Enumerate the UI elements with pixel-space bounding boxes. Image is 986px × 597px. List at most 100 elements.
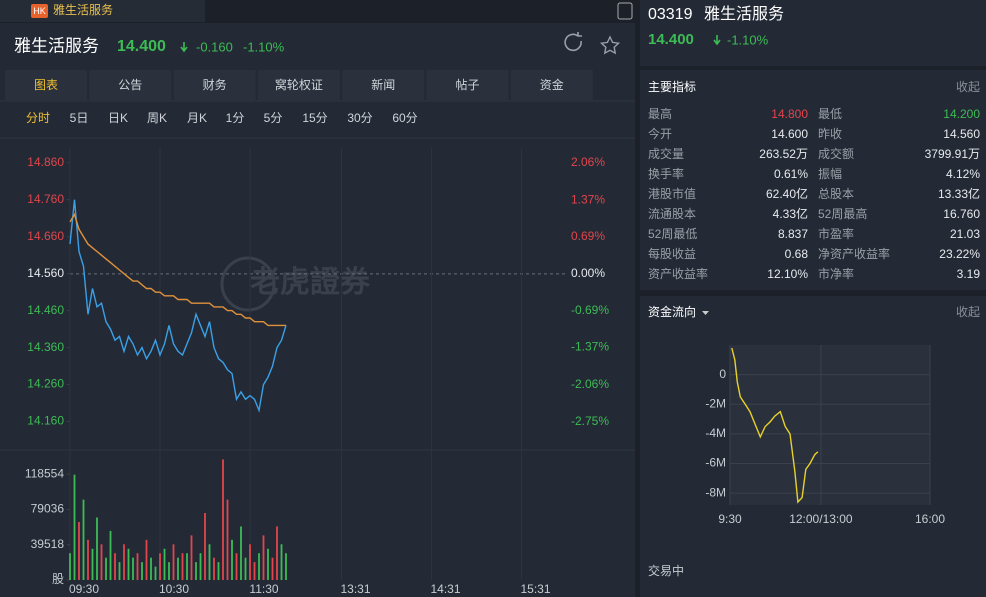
volume-bar xyxy=(109,530,112,580)
stat-value: 0.68 xyxy=(785,247,809,261)
stat-value: 62.40亿 xyxy=(766,186,808,201)
volume-bar xyxy=(91,548,94,580)
refresh-icon[interactable] xyxy=(564,32,582,52)
volume-bar xyxy=(285,553,287,580)
tab[interactable] xyxy=(342,70,425,100)
stat-label: 今开 xyxy=(648,126,672,141)
panel-toggle[interactable] xyxy=(617,2,633,20)
volume-bar xyxy=(199,553,202,580)
tab[interactable] xyxy=(173,70,256,100)
period[interactable]: 30分 xyxy=(347,111,372,125)
stat-value: 16.760 xyxy=(943,207,980,221)
y2-tick-label: -1.37% xyxy=(571,340,609,354)
volume-bar xyxy=(276,526,278,580)
volume-bar xyxy=(258,553,260,580)
volume-bar xyxy=(132,557,134,580)
flow-plot xyxy=(730,345,930,505)
stat-label: 52周最高 xyxy=(818,206,867,221)
y-tick-label: -2M xyxy=(705,396,726,410)
x-tick-label: 9:30 xyxy=(718,512,742,526)
y-tick-label: -8M xyxy=(705,485,726,499)
status: 交易中 xyxy=(648,563,684,578)
y-tick-label: 14.560 xyxy=(27,266,64,280)
y-tick-label: 14.660 xyxy=(27,229,64,243)
tab-label[interactable]: 窝轮权证 xyxy=(275,77,323,92)
stat-value: 12.10% xyxy=(767,267,808,281)
tab-label[interactable]: 新闻 xyxy=(371,77,395,92)
star-icon[interactable] xyxy=(599,35,621,55)
tab-label[interactable]: 财务 xyxy=(203,77,227,92)
volume-bar xyxy=(235,553,238,580)
x-tick-label: 11:30 xyxy=(249,582,278,596)
tab-label[interactable]: 资金 xyxy=(540,77,564,92)
volume-bar xyxy=(105,557,107,580)
stat-value: 14.560 xyxy=(943,127,980,141)
volume-bar xyxy=(82,499,85,580)
tab[interactable] xyxy=(426,70,509,100)
side-change-pct: -1.10% xyxy=(727,32,769,47)
stat-label: 流通股本 xyxy=(648,207,696,221)
period[interactable]: 5分 xyxy=(264,111,283,125)
volume-bar xyxy=(280,544,283,580)
stat-label: 市盈率 xyxy=(818,226,854,241)
stat-value: 263.52万 xyxy=(759,147,808,161)
change: -0.160 xyxy=(196,39,233,54)
volume-bar xyxy=(78,521,80,580)
volume-bar xyxy=(213,557,215,580)
y-tick-label: 14.860 xyxy=(27,155,64,169)
tab-strip[interactable] xyxy=(0,0,205,22)
tab-label[interactable]: 公告 xyxy=(118,78,142,92)
down-arrow xyxy=(713,35,721,46)
volume-bar xyxy=(262,535,265,580)
tab-title: 雅生活服务 xyxy=(53,2,113,17)
collapse-button[interactable]: 收起 xyxy=(956,80,980,94)
period[interactable]: 分时 xyxy=(26,111,50,125)
left-panel xyxy=(0,23,635,597)
tab-label[interactable]: 图表 xyxy=(34,78,58,92)
badge-text: HK xyxy=(33,6,46,16)
dropdown-icon[interactable] xyxy=(702,311,709,315)
tab[interactable] xyxy=(257,70,340,100)
tab[interactable] xyxy=(5,70,87,100)
section-title[interactable]: 资金流向 xyxy=(648,304,696,319)
hk-badge xyxy=(31,4,48,18)
stat-label: 昨收 xyxy=(818,127,842,141)
volume-bar xyxy=(195,562,197,580)
period[interactable]: 周K xyxy=(147,111,167,125)
volume-bar xyxy=(186,553,188,580)
stat-value: 4.12% xyxy=(946,167,980,181)
collapse-button[interactable]: 收起 xyxy=(956,305,980,319)
volume-bar xyxy=(244,557,247,580)
stat-value: 0.61% xyxy=(774,167,808,181)
stat-label: 每股收益 xyxy=(648,246,696,261)
volume-bar xyxy=(177,557,179,580)
period[interactable]: 日K xyxy=(108,111,128,125)
volume-bar xyxy=(168,562,170,580)
volume-bar xyxy=(96,517,98,580)
volume-bar xyxy=(240,526,242,580)
stat-label: 港股市值 xyxy=(648,186,696,201)
volume-bar xyxy=(141,562,143,580)
period[interactable]: 15分 xyxy=(302,111,327,125)
period[interactable]: 1分 xyxy=(226,111,245,125)
tab-label[interactable]: 帖子 xyxy=(455,77,479,92)
stat-value: 21.03 xyxy=(950,227,980,241)
volume-bar xyxy=(154,566,157,580)
period[interactable]: 月K xyxy=(187,111,207,125)
volume-bar xyxy=(222,459,224,580)
period[interactable]: 60分 xyxy=(392,111,417,125)
stat-value: 14.200 xyxy=(943,107,980,121)
y-tick-label: 股 xyxy=(52,572,64,586)
y-tick-label: 14.260 xyxy=(27,377,64,391)
divider xyxy=(640,66,986,70)
period[interactable]: 5日 xyxy=(70,111,89,125)
tab[interactable] xyxy=(510,70,593,100)
y-tick-label: 14.160 xyxy=(27,414,64,428)
volume-bar xyxy=(69,553,71,580)
watermark-logo xyxy=(220,256,276,312)
stat-label: 总股本 xyxy=(818,187,854,201)
stat-label: 成交量 xyxy=(648,146,684,161)
side-name: 雅生活服务 xyxy=(704,5,784,23)
tab[interactable] xyxy=(89,70,172,100)
y-tick-label: -6M xyxy=(705,456,726,470)
